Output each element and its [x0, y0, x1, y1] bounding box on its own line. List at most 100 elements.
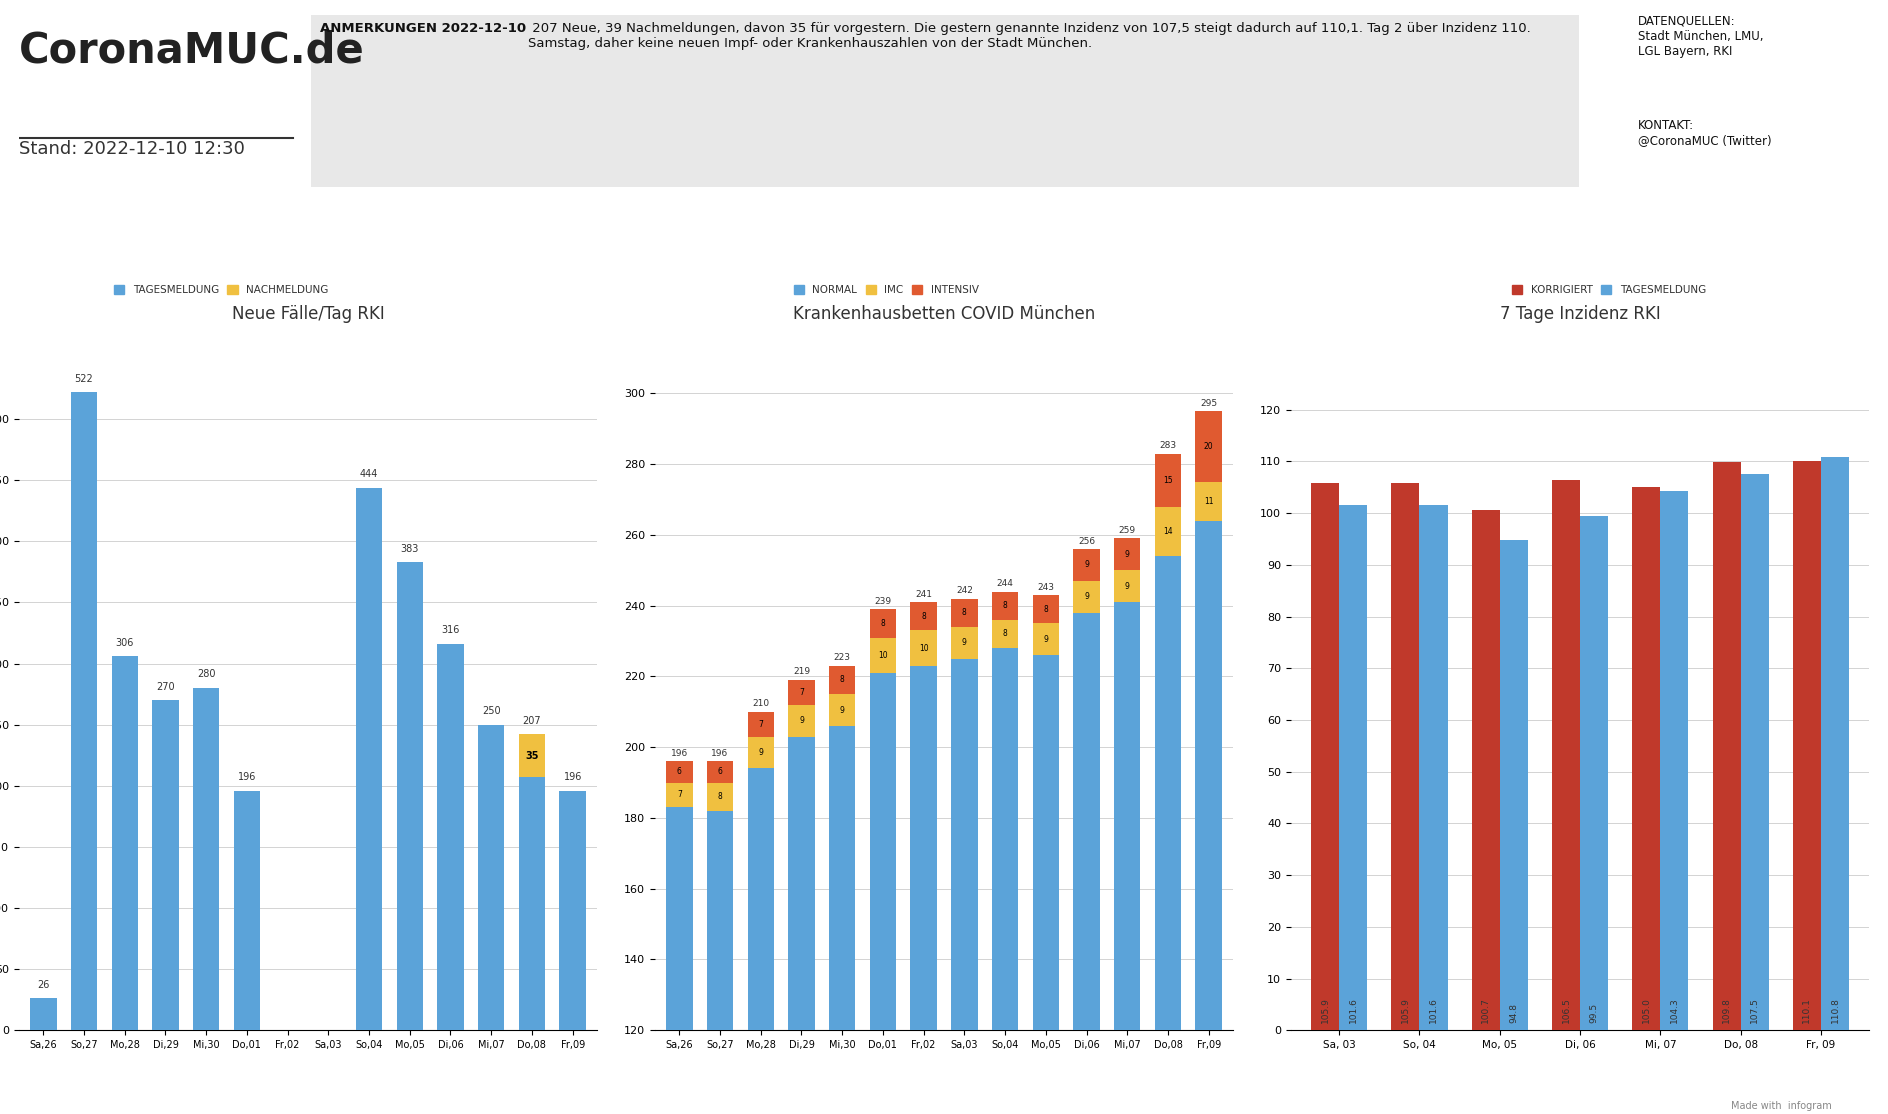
Text: 8: 8: [921, 612, 925, 620]
Bar: [396, 563, 423, 1030]
Text: 107.5: 107.5: [1750, 997, 1760, 1023]
Bar: [1552, 479, 1580, 1030]
Text: 8: 8: [963, 608, 967, 617]
Bar: [1155, 556, 1182, 1114]
Text: DATENQUELLEN:
Stadt München, LMU,
LGL Bayern, RKI: DATENQUELLEN: Stadt München, LMU, LGL Ba…: [1637, 14, 1763, 58]
Text: 9: 9: [840, 705, 844, 714]
Bar: [1339, 505, 1367, 1030]
Text: REPRODUKTIONSWERT: REPRODUKTIONSWERT: [1340, 207, 1475, 217]
Text: Share: Share: [43, 1094, 79, 1103]
Bar: [1072, 580, 1099, 613]
Legend: TAGESMELDUNG, NACHMELDUNG: TAGESMELDUNG, NACHMELDUNG: [111, 283, 330, 297]
Text: 106.5: 106.5: [1561, 997, 1571, 1023]
Bar: [70, 392, 98, 1030]
Text: 383: 383: [400, 544, 419, 554]
Bar: [1072, 613, 1099, 1114]
Bar: [748, 736, 774, 769]
Text: 7: 7: [799, 687, 804, 697]
Text: Genesene: 697.290: Genesene: 697.290: [742, 326, 836, 336]
Bar: [1114, 538, 1140, 570]
Bar: [1499, 540, 1527, 1030]
Bar: [193, 688, 219, 1030]
Bar: [1420, 505, 1448, 1030]
Text: AKTUELL INFIZIERTE*: AKTUELL INFIZIERTE*: [727, 207, 851, 217]
Text: 105.9: 105.9: [1320, 997, 1329, 1023]
Text: 9: 9: [799, 716, 804, 725]
Bar: [1195, 411, 1222, 482]
Text: 3.117: 3.117: [727, 240, 851, 277]
Text: 280: 280: [196, 670, 215, 680]
Title: Krankenhausbetten COVID München: Krankenhausbetten COVID München: [793, 305, 1095, 323]
Text: 101.6: 101.6: [1348, 997, 1357, 1023]
Bar: [829, 666, 855, 694]
Bar: [1660, 491, 1688, 1030]
Bar: [234, 791, 261, 1030]
Text: 295: 295: [1201, 399, 1218, 408]
Bar: [519, 778, 546, 1030]
Bar: [748, 769, 774, 1114]
Bar: [1633, 487, 1660, 1030]
Legend: KORRIGIERT, TAGESMELDUNG: KORRIGIERT, TAGESMELDUNG: [1510, 283, 1709, 297]
Text: NORMAL     IMC   INTENSIV
STAND 2022-12-09: NORMAL IMC INTENSIV STAND 2022-12-09: [1033, 315, 1165, 336]
Text: 109.8: 109.8: [1722, 997, 1731, 1023]
Text: 20: 20: [1205, 442, 1214, 451]
Bar: [1155, 507, 1182, 556]
Text: 8: 8: [717, 792, 723, 801]
Bar: [1195, 482, 1222, 520]
Text: 444: 444: [361, 469, 378, 479]
Text: 7: 7: [678, 791, 682, 800]
Bar: [1155, 453, 1182, 507]
Bar: [111, 656, 138, 1030]
Text: 1,03: 1,03: [1359, 240, 1456, 277]
Bar: [991, 648, 1018, 1114]
Bar: [1712, 462, 1741, 1030]
Bar: [559, 791, 585, 1030]
Text: 110,8: 110,8: [1656, 240, 1778, 277]
Text: 94.8: 94.8: [1509, 1003, 1518, 1023]
Text: 8: 8: [840, 675, 844, 684]
Title: Neue Fälle/Tag RKI: Neue Fälle/Tag RKI: [232, 305, 385, 323]
Bar: [991, 619, 1018, 648]
Text: 9: 9: [1084, 560, 1089, 569]
Bar: [789, 705, 816, 736]
Bar: [706, 811, 733, 1114]
Bar: [789, 680, 816, 705]
Text: 219: 219: [793, 667, 810, 676]
Bar: [1741, 475, 1769, 1030]
Text: INZIDENZ RKI: INZIDENZ RKI: [1677, 207, 1756, 217]
Bar: [1580, 516, 1609, 1030]
Legend: NORMAL, IMC, INTENSIV: NORMAL, IMC, INTENSIV: [791, 283, 980, 297]
Text: 15: 15: [1163, 476, 1172, 485]
Text: 207 Neue, 39 Nachmeldungen, davon 35 für vorgestern. Die gestern genannte Inzide: 207 Neue, 39 Nachmeldungen, davon 35 für…: [529, 22, 1531, 50]
Bar: [1072, 549, 1099, 580]
Text: 256: 256: [1078, 537, 1095, 546]
Text: 9: 9: [1125, 550, 1129, 559]
Text: 196: 196: [238, 772, 257, 782]
Text: 283: 283: [1159, 441, 1176, 450]
Text: 110.1: 110.1: [1803, 997, 1811, 1023]
Bar: [30, 998, 57, 1030]
Bar: [991, 592, 1018, 619]
Text: KRANKENHAUSBETTEN COVID: KRANKENHAUSBETTEN COVID: [1012, 207, 1186, 217]
Bar: [870, 673, 897, 1114]
Text: 242: 242: [955, 586, 972, 595]
Text: 10: 10: [919, 644, 929, 653]
Text: 110.8: 110.8: [1831, 997, 1839, 1023]
Text: 259: 259: [1120, 526, 1137, 535]
Text: 316: 316: [442, 625, 459, 635]
Bar: [666, 808, 693, 1114]
Bar: [666, 761, 693, 783]
Text: 8: 8: [880, 619, 885, 628]
Text: TODESFÄLLE: TODESFÄLLE: [444, 207, 517, 217]
Text: 264  11  20: 264 11 20: [1006, 245, 1191, 273]
Text: 9: 9: [961, 638, 967, 647]
Text: Di-Sa, nicht nach
Feiertagen: Di-Sa, nicht nach Feiertagen: [1675, 315, 1760, 336]
Bar: [1820, 458, 1848, 1030]
Text: Gesamt: 700.407: Gesamt: 700.407: [128, 326, 213, 336]
Text: 270: 270: [157, 682, 176, 692]
Text: 99.5: 99.5: [1590, 1003, 1599, 1023]
Text: 35: 35: [525, 751, 538, 761]
Text: 100.7: 100.7: [1482, 997, 1490, 1023]
Bar: [1471, 509, 1499, 1030]
Text: 207: 207: [523, 716, 542, 726]
